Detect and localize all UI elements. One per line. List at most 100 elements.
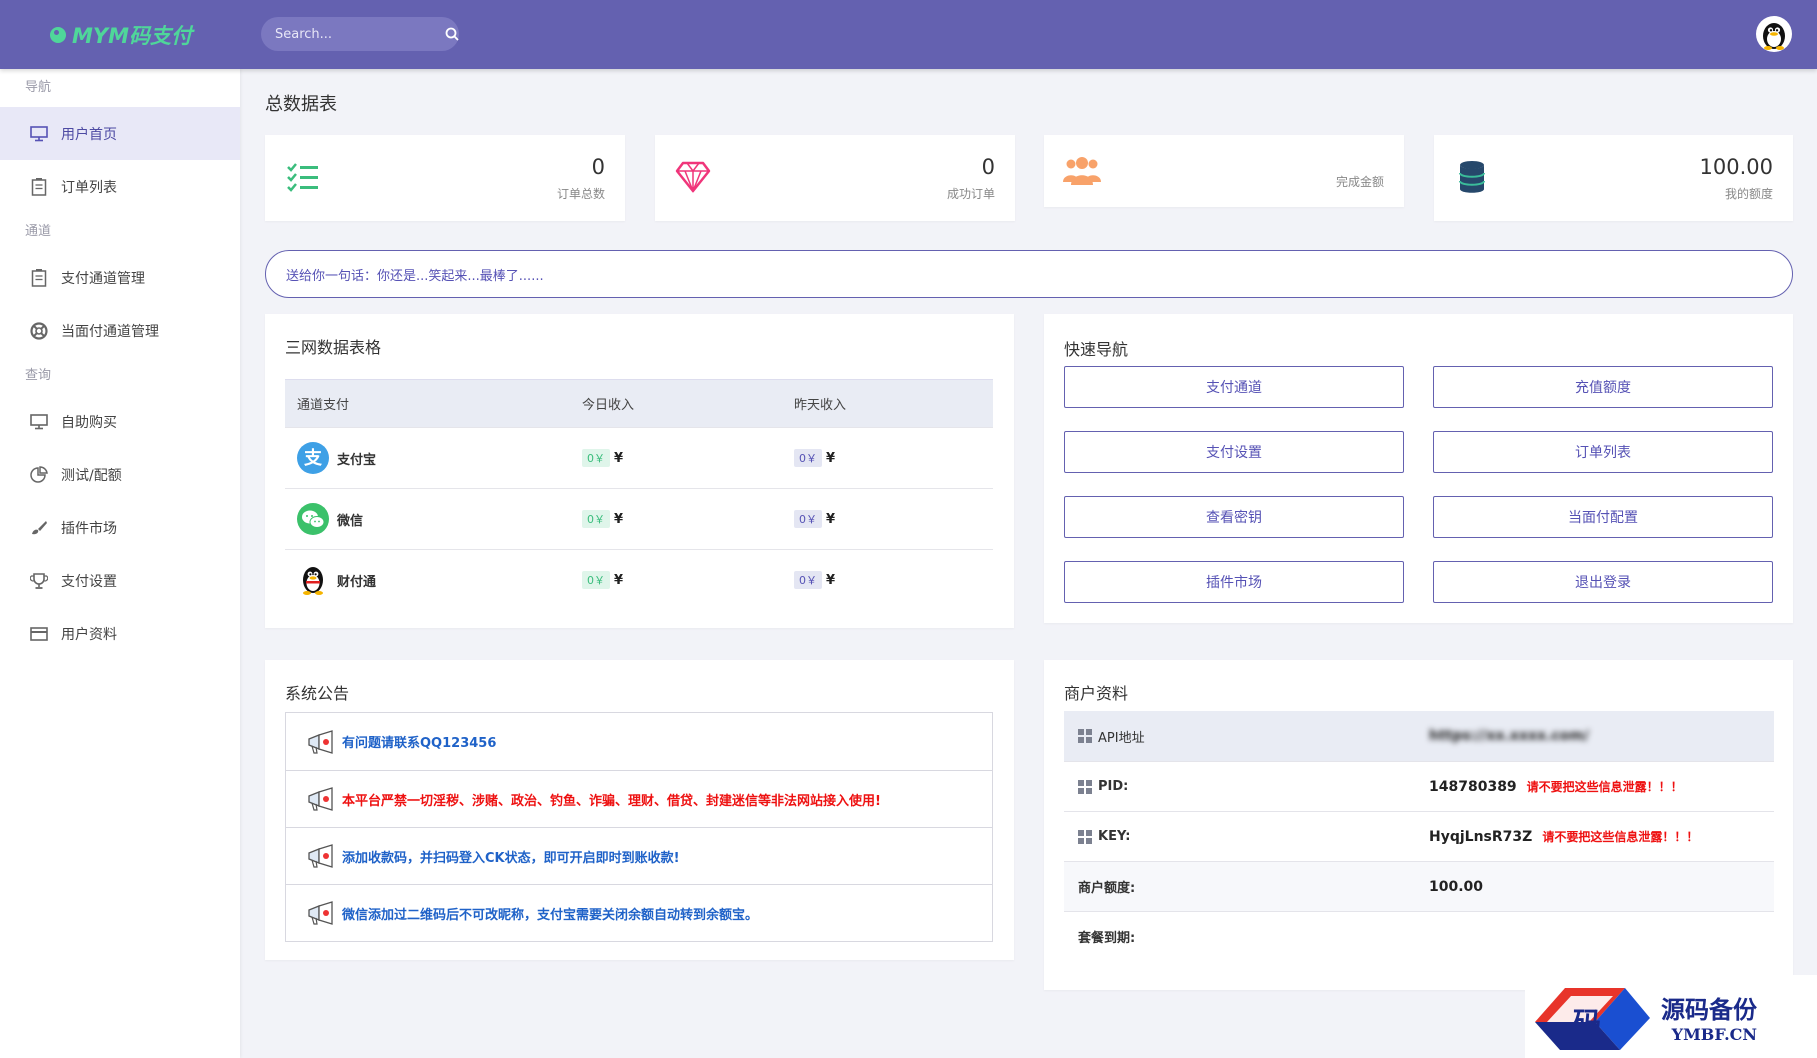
- plugin-market-button[interactable]: 插件市场: [1064, 561, 1404, 603]
- pay-channel-button[interactable]: 支付通道: [1064, 366, 1404, 408]
- card-title: 商户资料: [1064, 684, 1129, 703]
- pay-settings-button[interactable]: 支付设置: [1064, 431, 1404, 473]
- database-icon: [1452, 157, 1492, 197]
- stat-label: 订单总数: [556, 187, 605, 201]
- column-header: 今日收入: [570, 379, 782, 428]
- api-address-label: API地址: [1064, 727, 1429, 746]
- megaphone-icon: [306, 787, 338, 811]
- network-data-table: 通道支付 今日收入 昨天收入 支支付宝 0￥ ¥ 0￥ ¥ 微信 0￥ ¥ 0￥ ¥ 财…: [285, 379, 993, 611]
- quota-value: 100.00: [1429, 878, 1484, 895]
- today-income-badge: 0￥: [582, 571, 610, 590]
- sidebar-item-user-home[interactable]: 用户首页: [0, 107, 240, 160]
- pid-value: 148780389: [1429, 778, 1517, 795]
- clipboard-icon: [29, 268, 49, 288]
- stat-value: 0: [591, 155, 605, 179]
- clipboard-icon: [29, 177, 49, 197]
- stat-card-total-orders: 0 订单总数: [265, 135, 625, 221]
- notice-item: 添加收款码，并扫码登入CK状态，即可开启即时到账收款!: [286, 827, 992, 884]
- megaphone-icon: [306, 901, 338, 925]
- wechat-icon: [297, 503, 329, 535]
- quota-label: 商户额度:: [1078, 881, 1136, 896]
- card-title: 快速导航: [1064, 340, 1129, 359]
- qq-penguin-icon: [1763, 23, 1785, 50]
- stat-label: 成功订单: [946, 187, 995, 201]
- logo-icon: [50, 27, 66, 43]
- sidebar-item-user-profile[interactable]: 用户资料: [0, 607, 240, 660]
- sidebar-item-label: 用户资料: [61, 626, 117, 643]
- grid-icon: [1078, 779, 1092, 794]
- notice-item: 微信添加过二维码后不可改昵称，支付宝需要关闭余额自动转到余额宝。: [286, 884, 992, 941]
- recharge-quota-button[interactable]: 充值额度: [1433, 366, 1773, 408]
- currency-symbol: ¥: [826, 451, 836, 466]
- stat-card-completed-amount: 完成金额: [1044, 135, 1404, 207]
- checklist-icon: [283, 157, 323, 197]
- sidebar-item-label: 测试/配额: [61, 467, 122, 484]
- pid-warning: 请不要把这些信息泄露！！！: [1526, 780, 1683, 794]
- currency-symbol: ¥: [614, 573, 624, 589]
- logo-text: MYM码支付: [72, 24, 193, 48]
- f2f-config-button[interactable]: 当面付配置: [1433, 496, 1773, 538]
- sidebar-item-channel-manage[interactable]: 支付通道管理: [0, 251, 240, 304]
- monitor-icon: [29, 412, 49, 432]
- stat-value: 100.00: [1699, 155, 1773, 179]
- quota-row: 商户额度: 100.00: [1064, 861, 1774, 911]
- pid-label: PID:: [1064, 779, 1429, 794]
- search-input[interactable]: [275, 26, 445, 42]
- key-label: KEY:: [1064, 829, 1429, 844]
- payment-name: 微信: [337, 513, 364, 529]
- pid-row: PID: 148780389 请不要把这些信息泄露！！！: [1064, 761, 1774, 811]
- key-row: KEY: HyqjLnsR73Z 请不要把这些信息泄露！！！: [1064, 811, 1774, 861]
- sidebar-item-orders[interactable]: 订单列表: [0, 160, 240, 213]
- search-icon[interactable]: [445, 26, 459, 42]
- sidebar: 导航 用户首页 订单列表 通道 支付通道管理 当面付通道管理 查询 自助购买 测…: [0, 69, 240, 1058]
- sidebar-item-test-quota[interactable]: 测试/配额: [0, 448, 240, 501]
- diamond-icon: [673, 157, 713, 197]
- daily-quote: 送给你一句话：你还是...笑起来...最棒了......: [265, 250, 1793, 298]
- sidebar-item-label: 订单列表: [61, 179, 117, 196]
- yesterday-income-badge: 0￥: [794, 449, 822, 467]
- sidebar-item-self-buy[interactable]: 自助购买: [0, 395, 240, 448]
- column-header: 昨天收入: [782, 379, 993, 428]
- sidebar-item-f2f-channel[interactable]: 当面付通道管理: [0, 304, 240, 357]
- sidebar-item-pay-settings[interactable]: 支付设置: [0, 554, 240, 607]
- card-title: 三网数据表格: [285, 338, 382, 357]
- sidebar-item-label: 支付通道管理: [61, 270, 145, 287]
- notice-text: 微信添加过二维码后不可改昵称，支付宝需要关闭余额自动转到余额宝。: [342, 907, 759, 923]
- user-avatar[interactable]: [1756, 16, 1792, 52]
- monitor-icon: [29, 124, 49, 144]
- logo[interactable]: MYM码支付: [50, 20, 192, 50]
- column-header: 通道支付: [285, 379, 570, 428]
- system-notice-card: 系统公告 有问题请联系QQ123456 本平台严禁一切淫秽、涉赌、政治、钓鱼、诈…: [265, 660, 1014, 960]
- card-title: 系统公告: [285, 684, 350, 703]
- expire-row: 套餐到期:: [1064, 911, 1774, 961]
- pie-chart-icon: [29, 465, 49, 485]
- search-box: [261, 17, 459, 51]
- table-header-row: 通道支付 今日收入 昨天收入: [285, 379, 993, 428]
- svg-text:支: 支: [303, 447, 323, 469]
- stat-card-my-quota: 100.00 我的额度: [1434, 135, 1793, 221]
- notice-list: 有问题请联系QQ123456 本平台严禁一切淫秽、涉赌、政治、钓鱼、诈骗、理财、…: [285, 712, 993, 942]
- grid-icon: [1078, 829, 1092, 844]
- key-value: HyqjLnsR73Z: [1429, 828, 1533, 845]
- watermark-logo-icon: 码: [1535, 987, 1650, 1050]
- view-key-button[interactable]: 查看密钥: [1064, 496, 1404, 538]
- order-list-button[interactable]: 订单列表: [1433, 431, 1773, 473]
- qq-penguin-icon: [297, 564, 329, 596]
- expire-label: 套餐到期:: [1078, 931, 1136, 946]
- table-row: 微信 0￥ ¥ 0￥ ¥: [285, 488, 993, 550]
- top-bar: MYM码支付: [0, 0, 1817, 69]
- api-address-value: https://xx.xxxx.com/: [1429, 728, 1589, 744]
- stat-value: 0: [981, 155, 995, 179]
- logout-button[interactable]: 退出登录: [1433, 561, 1773, 603]
- grid-icon: [1078, 729, 1092, 743]
- sidebar-item-label: 用户首页: [61, 126, 117, 143]
- merchant-info-card: 商户资料 API地址 https://xx.xxxx.com/ PID: 148…: [1044, 660, 1793, 990]
- notice-item: 本平台严禁一切淫秽、涉赌、政治、钓鱼、诈骗、理财、借贷、封建迷信等非法网站接入使…: [286, 770, 992, 827]
- watermark: 码 源码备份 YMBF.CN: [1525, 975, 1817, 1058]
- key-warning: 请不要把这些信息泄露！！！: [1542, 830, 1699, 844]
- brush-icon: [29, 518, 49, 538]
- sidebar-item-plugin-market[interactable]: 插件市场: [0, 501, 240, 554]
- currency-symbol: ¥: [614, 512, 624, 527]
- table-row: 支支付宝 0￥ ¥ 0￥ ¥: [285, 427, 993, 489]
- users-icon: [1062, 151, 1102, 191]
